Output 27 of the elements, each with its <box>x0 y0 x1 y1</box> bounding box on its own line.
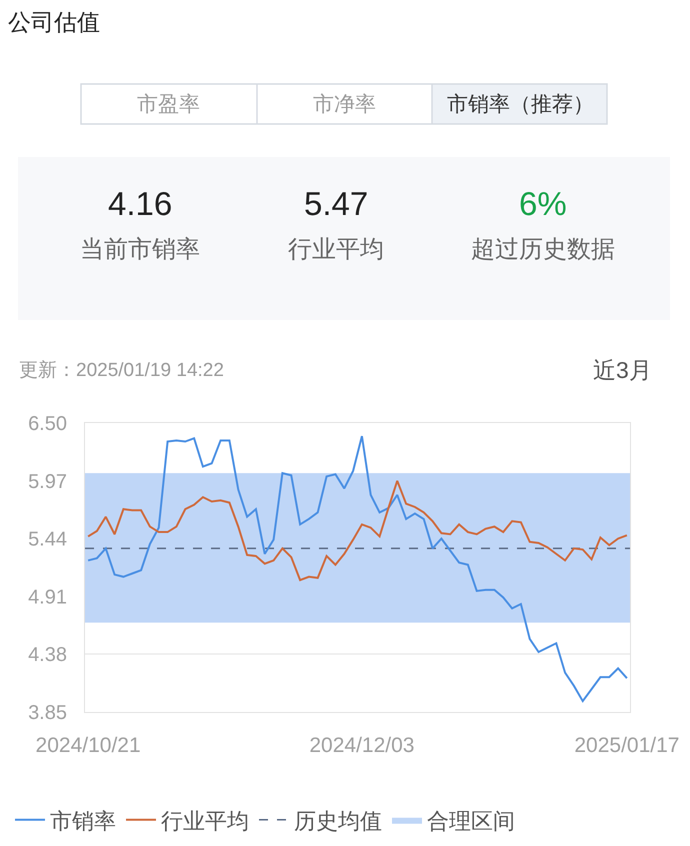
chart-title: 公司估值 <box>8 9 100 36</box>
legend-label: 历史均值 <box>294 808 382 834</box>
y-tick-label: 4.38 <box>28 644 67 666</box>
text: 行业平均 <box>288 236 384 263</box>
legend-label: 合理区间 <box>427 808 515 834</box>
y-tick-label: 3.85 <box>28 702 67 724</box>
text: 市销率（推荐） <box>447 93 594 116</box>
line-series <box>87 435 628 702</box>
text: 当前市销率 <box>80 236 200 263</box>
y-tick-label: 5.44 <box>28 528 67 551</box>
line-series <box>87 480 628 582</box>
y-tick-label: 4.91 <box>28 586 67 608</box>
text: 6% <box>519 185 567 222</box>
text: 5.47 <box>304 185 368 222</box>
text: 超过历史数据 <box>471 236 615 263</box>
legend-label: 行业平均 <box>161 808 249 834</box>
y-tick-label: 5.97 <box>28 470 67 493</box>
text: 近3月 <box>593 357 652 383</box>
y-tick-label: 6.50 <box>28 413 67 435</box>
x-tick-label: 2025/01/17 <box>574 734 680 758</box>
text: 市盈率 <box>137 93 200 116</box>
text: 市净率 <box>313 93 376 116</box>
legend-label: 市销率 <box>50 808 116 834</box>
x-tick-label: 2024/12/03 <box>309 734 414 758</box>
x-tick-label: 2024/10/21 <box>36 734 141 758</box>
text: 4.16 <box>108 185 172 222</box>
text: 更新：2025/01/19 14:22 <box>19 359 224 381</box>
